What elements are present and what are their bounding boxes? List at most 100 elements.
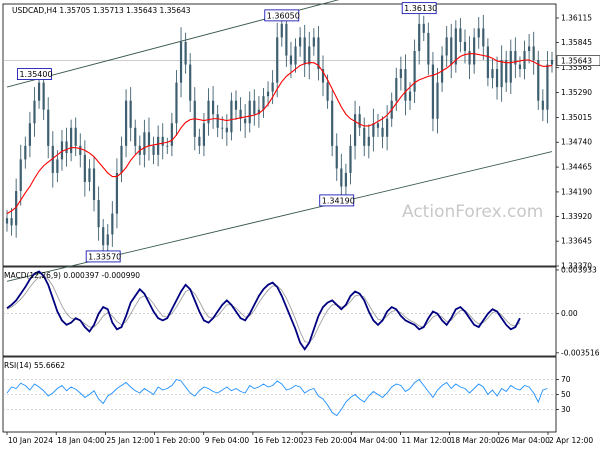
candle-body: [37, 82, 41, 101]
candle-body: [463, 41, 467, 51]
candle-body: [24, 145, 27, 160]
price-y-tick-label: 1.33645: [561, 237, 592, 246]
price-y-tick-label: 1.33370: [561, 262, 592, 271]
candle-body: [500, 60, 503, 88]
candle-body: [234, 100, 238, 110]
candle-body: [317, 37, 320, 70]
candle-body: [294, 46, 297, 65]
candle-body: [335, 145, 338, 169]
candle-body: [129, 100, 132, 128]
candle-body: [202, 123, 206, 146]
candle-body: [166, 145, 169, 147]
candle-body: [303, 37, 306, 65]
candle-body: [257, 109, 260, 115]
candle-body: [528, 46, 531, 51]
rsi-y-tick-label: 30: [561, 405, 571, 414]
candle-body: [285, 23, 288, 56]
x-tick-label: 9 Feb 04:00: [205, 436, 250, 445]
candle-body: [92, 168, 96, 201]
macd-frame: [2, 266, 557, 357]
candle-body: [308, 46, 311, 65]
x-tick-label: 4 Mar 04:00: [352, 436, 398, 445]
candle-body: [340, 168, 343, 187]
candle-body: [207, 100, 210, 124]
x-tick-label: 1 Feb 20:00: [156, 436, 201, 445]
candle-body: [413, 50, 416, 92]
candle-body: [358, 114, 361, 128]
candle-body: [495, 69, 499, 88]
candle-body: [134, 127, 137, 146]
candle-body: [427, 32, 430, 65]
candle-body: [10, 218, 13, 226]
price-frame: [2, 3, 557, 267]
candle-body: [157, 136, 160, 155]
current-price-box: [556, 55, 600, 66]
candle-body: [198, 136, 201, 146]
candle-body: [509, 50, 512, 83]
candle-body: [211, 100, 215, 115]
candle-body: [537, 60, 540, 101]
candle-body: [51, 145, 54, 173]
candle-body: [299, 37, 302, 47]
x-tick-label: 23 Feb 20:00: [303, 436, 352, 445]
watermark: ActionForex.com: [402, 202, 543, 222]
candle-body: [376, 123, 380, 128]
rsi-pane: [6, 378, 548, 417]
candle-body: [262, 96, 265, 110]
candle-body: [225, 127, 228, 133]
rsi-y-tick-label: 50: [561, 390, 571, 399]
candle-body: [147, 132, 151, 146]
candle-body: [152, 145, 155, 155]
candle-body: [79, 145, 82, 155]
candle-body: [381, 127, 384, 137]
candle-body: [326, 82, 329, 101]
candle-body: [289, 55, 293, 65]
price-y-tick-label: 1.34190: [561, 187, 592, 196]
candle-body: [363, 127, 366, 146]
macd-pane: [6, 270, 521, 351]
candle-body: [477, 28, 480, 38]
candle-body: [115, 172, 119, 214]
x-tick-label: 11 Mar 12:00: [401, 436, 451, 445]
x-tick-label: 18 Mar 20:00: [451, 436, 501, 445]
moving-average-line: [6, 53, 553, 215]
candle-body: [56, 159, 59, 173]
candle-body: [221, 127, 224, 129]
candle-body: [431, 64, 435, 119]
candle-body: [514, 50, 517, 65]
candle-body: [440, 55, 444, 83]
candle-body: [546, 64, 549, 110]
annotation-box: [401, 2, 437, 15]
price-y-tick-label: 1.35845: [561, 38, 592, 47]
candle-body: [60, 141, 64, 160]
candle-body: [179, 41, 183, 83]
price-y-tick-label: 1.34740: [561, 138, 592, 147]
candle-body: [491, 69, 494, 79]
candle-body: [102, 227, 105, 246]
candle-body: [418, 23, 421, 51]
candle-body: [344, 172, 348, 187]
rsi-header: RSI(14) 55.6662: [4, 361, 65, 370]
rsi-y-tick-label: 70: [561, 375, 571, 384]
candle-body: [473, 37, 476, 65]
annotation-label: 1.36050: [267, 11, 300, 20]
annotation-label: 1.35400: [19, 70, 52, 79]
candle-body: [88, 168, 91, 182]
price-y-tick-label: 1.35565: [561, 63, 592, 72]
x-tick-label: 25 Jan 12:00: [106, 436, 154, 445]
candle-body: [550, 60, 554, 65]
price-header: USDCAD,H4 1.35705 1.35713 1.35643 1.3564…: [12, 6, 191, 15]
candle-body: [280, 23, 283, 38]
price-y-tick-label: 1.35290: [561, 88, 592, 97]
candle-body: [161, 136, 164, 146]
annotation-label: 1.36130: [404, 4, 437, 13]
candle-body: [459, 28, 462, 42]
candle-body: [15, 191, 18, 226]
candle-body: [111, 213, 114, 235]
candle-body: [367, 136, 370, 146]
candle-body: [271, 82, 274, 92]
candle-body: [276, 37, 279, 83]
x-tick-label: 18 Jan 04:00: [57, 436, 105, 445]
